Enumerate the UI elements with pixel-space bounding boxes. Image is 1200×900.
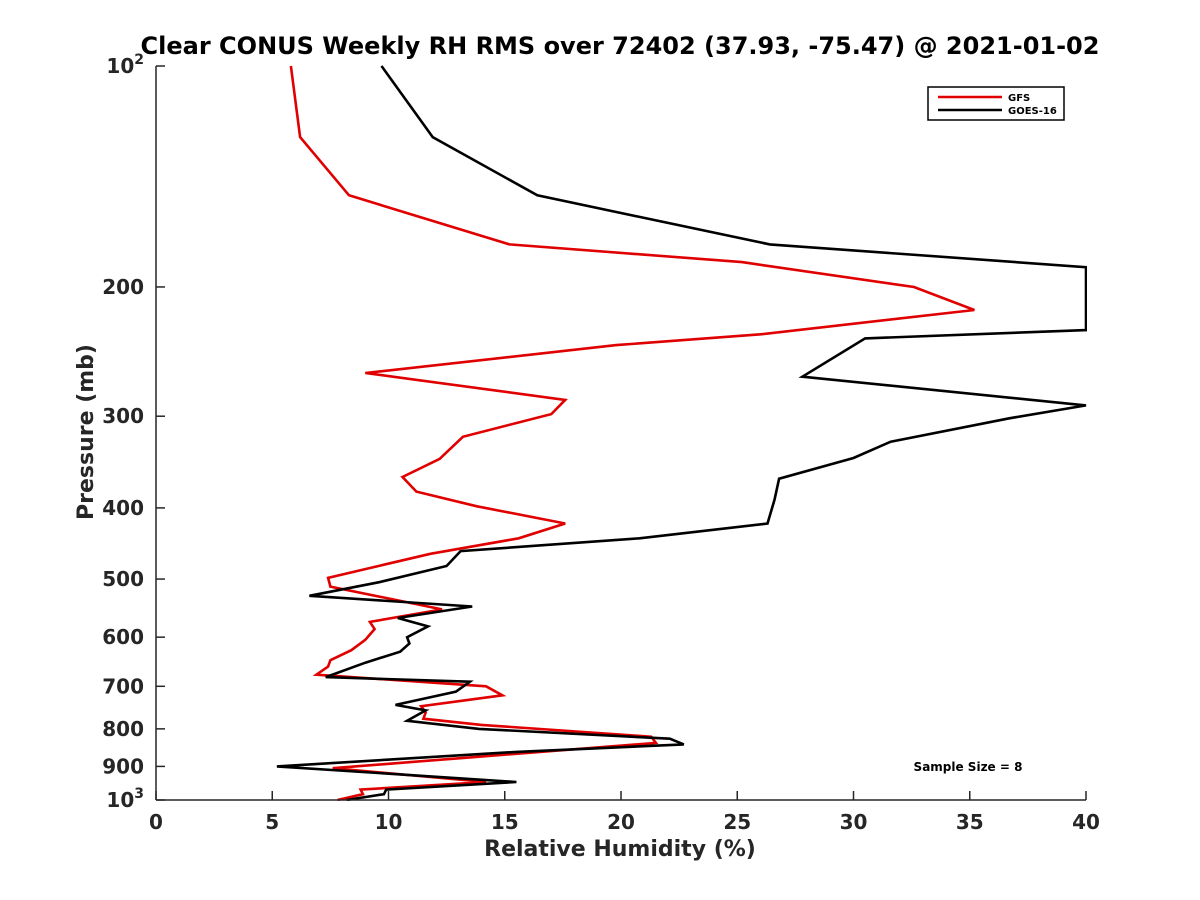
x-tick-label: 0 bbox=[149, 810, 163, 834]
legend-box bbox=[927, 86, 1065, 121]
chart-title: Clear CONUS Weekly RH RMS over 72402 (37… bbox=[141, 32, 1100, 60]
series-layer bbox=[276, 65, 1087, 801]
y-tick-label: 300 bbox=[102, 404, 144, 428]
y-tick-label: 200 bbox=[102, 275, 144, 299]
x-tick-label: 10 bbox=[375, 810, 403, 834]
y-tick-label: 400 bbox=[102, 496, 144, 520]
y-axis-label: Pressure (mb) bbox=[74, 344, 99, 520]
sample-size-annotation: Sample Size = 8 bbox=[914, 760, 1023, 774]
axes-layer: 0 5 10 15 20 25 30 35 40 102 200 300 400 500 600 700 800… bbox=[102, 52, 1100, 834]
x-tick-label: 35 bbox=[956, 810, 984, 834]
x-axis-label: Relative Humidity (%) bbox=[484, 837, 756, 862]
y-tick-label: 103 bbox=[106, 786, 144, 812]
legend-label-goes16: GOES-16 bbox=[1008, 106, 1057, 117]
x-tick-label: 5 bbox=[265, 810, 279, 834]
y-tick-label: 700 bbox=[102, 674, 144, 698]
x-tick-label: 20 bbox=[607, 810, 635, 834]
x-tick-label: 15 bbox=[491, 810, 519, 834]
x-tick-label: 40 bbox=[1072, 810, 1100, 834]
legend-label-gfs: GFS bbox=[1008, 93, 1030, 104]
y-tick-label: 900 bbox=[102, 754, 144, 778]
legend: GFS GOES-16 bbox=[927, 86, 1065, 121]
series-line-goes16 bbox=[276, 65, 1087, 801]
x-tick-label: 25 bbox=[723, 810, 751, 834]
y-tick-label: 500 bbox=[102, 567, 144, 591]
y-tick-label: 102 bbox=[106, 52, 144, 78]
y-tick-label: 800 bbox=[102, 717, 144, 741]
series-line-gfs bbox=[289, 65, 975, 801]
y-tick-label: 600 bbox=[102, 625, 144, 649]
x-tick-label: 30 bbox=[840, 810, 868, 834]
